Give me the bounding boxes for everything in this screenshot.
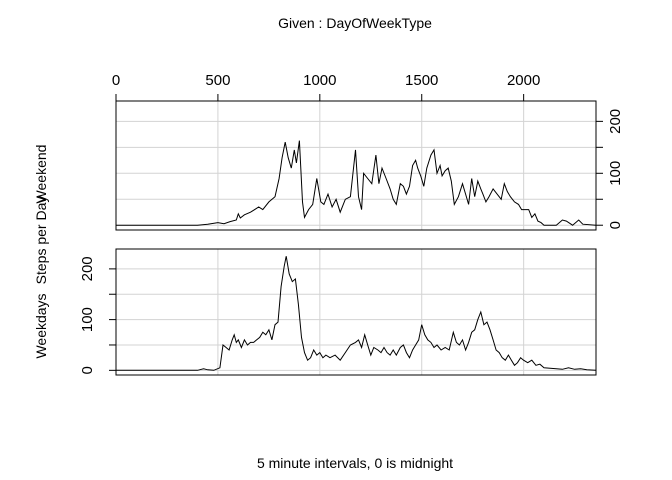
panel-weekend: 0 100 200 Weekend [33,100,624,231]
x-tick-label: 1000 [303,72,336,89]
x-tick-label: 2000 [507,72,540,89]
y-tick-label: 100 [79,307,96,332]
panel-label-weekend: Weekend [33,145,49,204]
y-tick-label: 200 [79,256,96,281]
panel-weekend-frame [115,100,597,231]
panel-weekend-y-ticks: 0 100 200 [596,109,624,229]
y-tick-label: 0 [79,366,96,374]
panel-weekdays: 0 100 200 Weekdays [33,248,597,376]
series-line-weekdays [116,256,597,371]
panel-weekdays-frame [115,248,597,376]
x-axis-ticks: 0 500 1000 1500 2000 [112,72,540,101]
panel-label-weekdays: Weekdays [33,293,49,358]
x-tick-label: 1500 [405,72,438,89]
x-axis-label: 5 minute intervals, 0 is midnight [257,455,453,471]
y-tick-label: 100 [607,161,624,186]
series-line-weekend [116,140,597,226]
panel-weekdays-grid [115,249,596,375]
chart-title: Given : DayOfWeekType [278,15,432,31]
x-tick-label: 500 [205,72,230,89]
x-tick-label: 0 [112,72,120,89]
panel-weekdays-y-ticks: 0 100 200 [79,256,116,375]
y-tick-label: 200 [607,109,624,134]
y-tick-label: 0 [607,221,624,229]
y-axis-label: Steps per Day [33,196,49,285]
